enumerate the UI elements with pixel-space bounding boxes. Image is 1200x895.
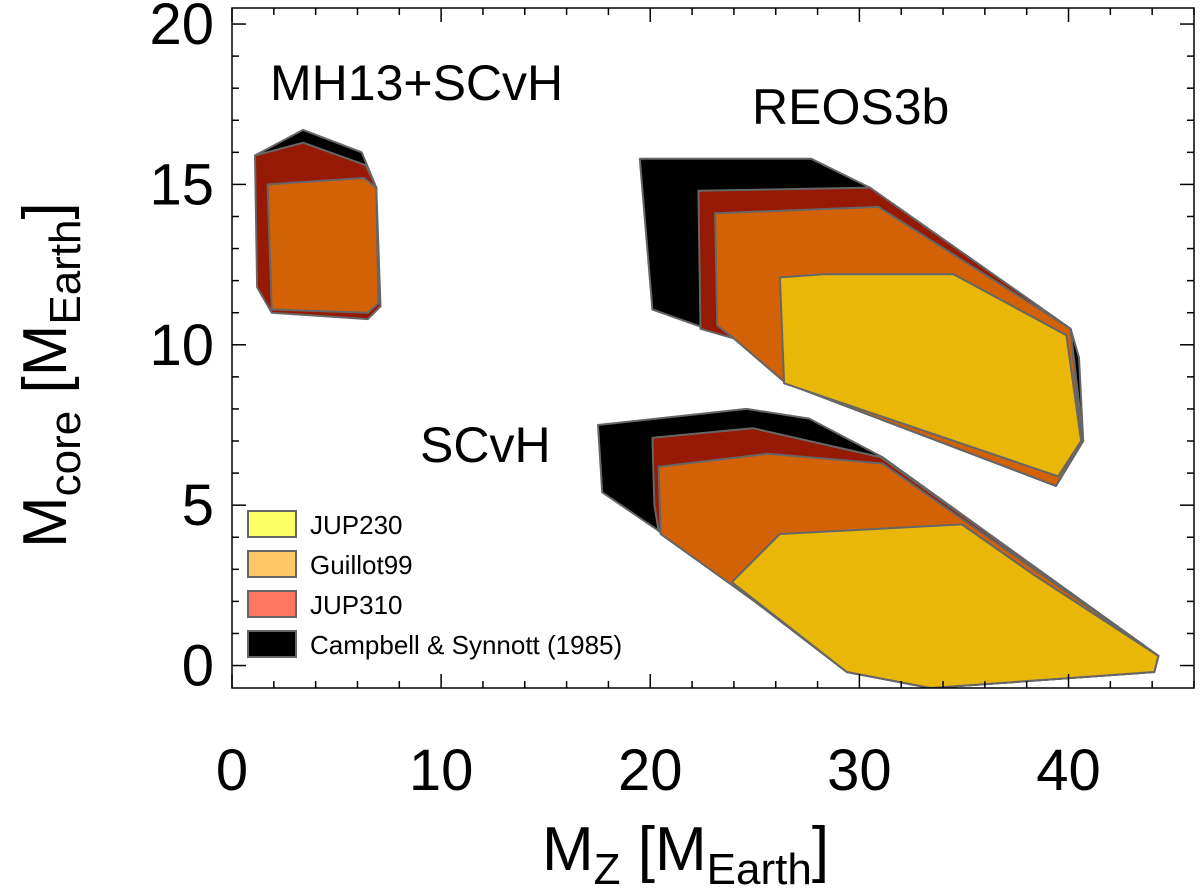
region-reos3b-jup230 xyxy=(778,273,1083,478)
y-tick-label: 10 xyxy=(149,313,214,378)
x-tick-label: 40 xyxy=(1036,738,1101,803)
legend-swatch xyxy=(247,550,297,578)
legend-label: Guillot99 xyxy=(310,550,413,580)
x-axis-title-unit-sub: Earth xyxy=(707,845,812,894)
x-axis-title-close: ] xyxy=(812,815,829,884)
legend-label: JUP230 xyxy=(310,510,403,540)
x-tick-label: 20 xyxy=(618,738,683,803)
legend-label: JUP310 xyxy=(310,590,403,620)
y-tick-label: 0 xyxy=(182,634,214,699)
legend-label: Campbell & Synnott (1985) xyxy=(310,630,622,660)
x-tick-label: 0 xyxy=(216,738,248,803)
y-axis-title-sub: core xyxy=(41,411,90,497)
x-axis-title: MZ [MEarth] xyxy=(542,815,829,894)
region-mh13-scvh-guillot99 xyxy=(266,177,380,314)
x-axis-title-main: M xyxy=(542,815,594,884)
region-scvh-jup230 xyxy=(730,523,1160,688)
y-tick-label: 5 xyxy=(182,473,214,538)
y-tick-label: 20 xyxy=(149,0,214,57)
group-label-reos3b: REOS3b xyxy=(752,79,949,135)
x-tick-label: 10 xyxy=(409,738,474,803)
y-axis-title-main: M xyxy=(11,496,80,548)
group-label-mh13: MH13+SCvH xyxy=(270,55,563,111)
y-axis-title: Mcore [MEarth] xyxy=(11,202,90,548)
y-tick-label: 15 xyxy=(149,152,214,217)
plot-frame xyxy=(231,7,1195,689)
legend-swatch xyxy=(247,510,297,538)
y-axis-title-unit: [M xyxy=(11,325,80,411)
y-axis-title-unit-sub: Earth xyxy=(41,219,90,324)
x-axis-title-sub: Z xyxy=(594,845,621,894)
legend: JUP230 Guillot99 JUP310 Campbell & Synnott … xyxy=(247,510,622,660)
legend-swatch xyxy=(247,590,297,618)
legend-swatch xyxy=(247,630,297,658)
x-axis-title-unit: [M xyxy=(621,815,707,884)
y-axis-title-close: ] xyxy=(11,202,80,219)
x-tick-label: 30 xyxy=(827,738,892,803)
group-label-scvh: SCvH xyxy=(420,417,551,473)
